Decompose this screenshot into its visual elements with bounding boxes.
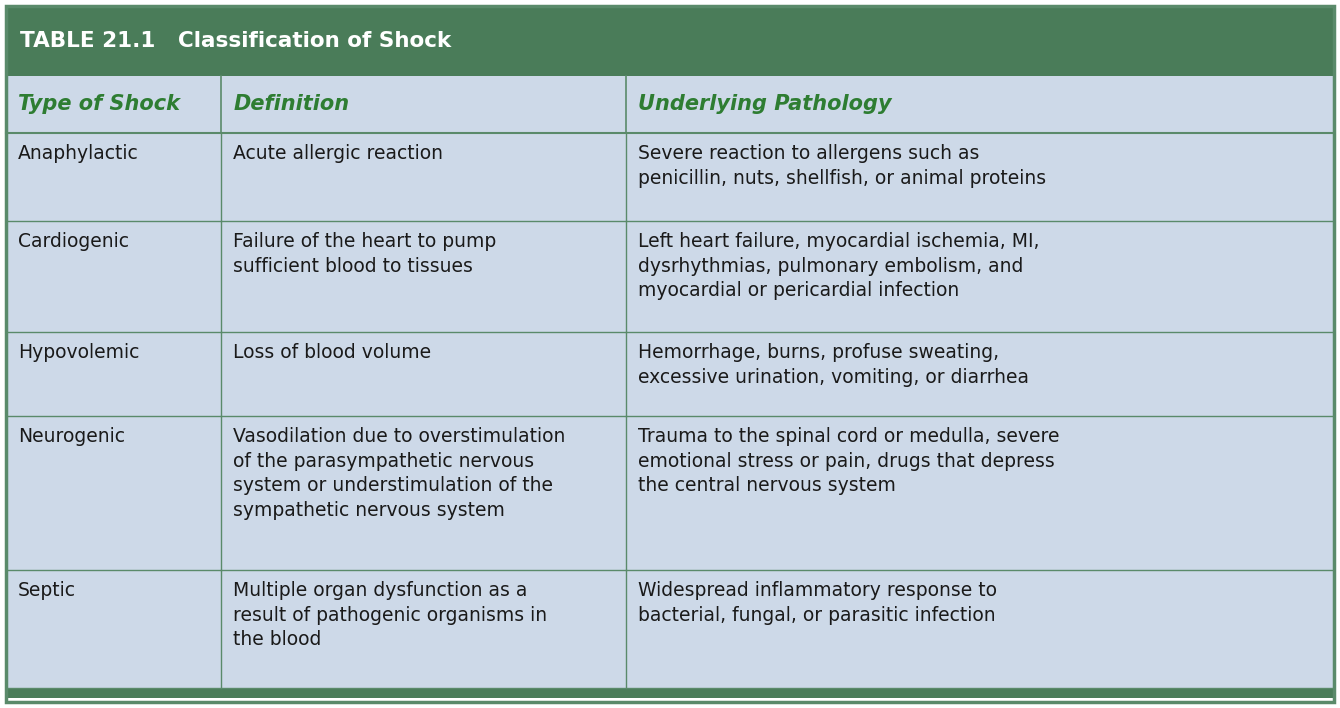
Text: Severe reaction to allergens such as
penicillin, nuts, shellfish, or animal prot: Severe reaction to allergens such as pen… [638,144,1047,188]
Text: Trauma to the spinal cord or medulla, severe
emotional stress or pain, drugs tha: Trauma to the spinal cord or medulla, se… [638,427,1060,496]
Text: Widespread inflammatory response to
bacterial, fungal, or parasitic infection: Widespread inflammatory response to bact… [638,581,997,624]
Text: Multiple organ dysfunction as a
result of pathogenic organisms in
the blood: Multiple organ dysfunction as a result o… [233,581,547,649]
Text: Neurogenic: Neurogenic [17,427,125,446]
Text: Failure of the heart to pump
sufficient blood to tissues: Failure of the heart to pump sufficient … [233,232,496,275]
Text: Type of Shock: Type of Shock [17,94,180,115]
FancyBboxPatch shape [5,133,1335,221]
Text: Loss of blood volume: Loss of blood volume [233,343,431,362]
Text: TABLE 21.1   Classification of Shock: TABLE 21.1 Classification of Shock [20,31,452,51]
Text: Hemorrhage, burns, profuse sweating,
excessive urination, vomiting, or diarrhea: Hemorrhage, burns, profuse sweating, exc… [638,343,1029,387]
FancyBboxPatch shape [5,570,1335,688]
FancyBboxPatch shape [5,688,1335,698]
FancyBboxPatch shape [5,332,1335,416]
FancyBboxPatch shape [5,221,1335,332]
Text: Left heart failure, myocardial ischemia, MI,
dysrhythmias, pulmonary embolism, a: Left heart failure, myocardial ischemia,… [638,232,1040,300]
Text: Underlying Pathology: Underlying Pathology [638,94,892,115]
Text: Septic: Septic [17,581,76,600]
Text: Anaphylactic: Anaphylactic [17,144,139,163]
Text: Cardiogenic: Cardiogenic [17,232,129,251]
Text: Vasodilation due to overstimulation
of the parasympathetic nervous
system or und: Vasodilation due to overstimulation of t… [233,427,565,520]
Text: Acute allergic reaction: Acute allergic reaction [233,144,444,163]
FancyBboxPatch shape [5,6,1335,76]
FancyBboxPatch shape [5,416,1335,570]
Text: Definition: Definition [233,94,350,115]
Text: Hypovolemic: Hypovolemic [17,343,139,362]
FancyBboxPatch shape [5,76,1335,133]
